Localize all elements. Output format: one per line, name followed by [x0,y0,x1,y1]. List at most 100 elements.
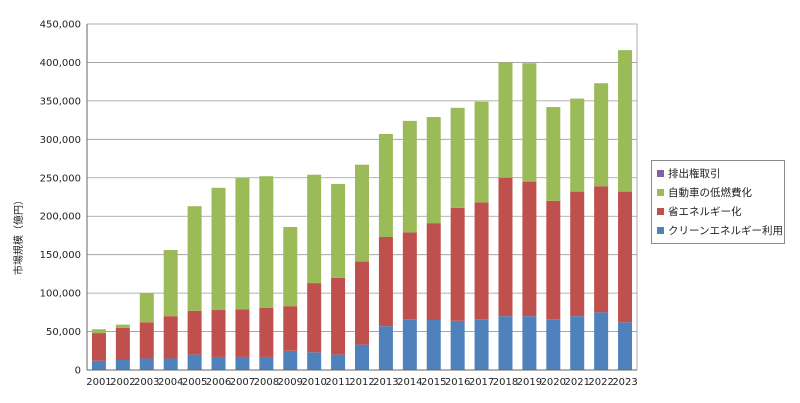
bar-segment-2 [570,98,585,192]
bar-segment-2 [307,174,322,284]
legend-label: 自動車の低燃費化 [668,187,752,199]
x-tick-label: 2012 [349,377,374,388]
x-axis-ticks: 2001200220032004200520062007200820092010… [86,377,638,388]
y-tick-label: 250,000 [40,173,81,184]
bar-segment-2 [498,62,513,178]
bar-segment-1 [450,207,465,321]
bar-segment-0 [211,356,226,370]
bar-segment-0 [331,354,346,370]
bar-segment-2 [163,250,178,317]
bar-segment-1 [618,191,633,323]
bar-segment-0 [163,358,178,370]
bar-segment-2 [283,226,298,307]
x-tick-label: 2009 [278,377,303,388]
bar-segment-1 [235,309,250,357]
y-tick-label: 0 [75,366,81,377]
bar-segment-0 [235,356,250,370]
legend-item-clean-energy: クリーンエネルギー利用 [657,221,783,240]
bar-segment-1 [139,322,154,359]
bar-segment-1 [163,316,178,359]
y-tick-label: 50,000 [46,327,81,338]
bar-segment-1 [402,232,417,320]
bar-segment-1 [378,236,393,327]
bar-segment-0 [474,319,489,370]
legend-label: 省エネルギー化 [668,206,742,218]
x-tick-label: 2002 [110,377,135,388]
x-tick-label: 2003 [134,377,159,388]
bar-segment-2 [91,329,106,334]
bar-segment-1 [307,283,322,353]
bar-segment-0 [91,360,106,370]
legend-swatch [657,227,664,234]
x-tick-label: 2006 [206,377,231,388]
bar-segment-2 [331,183,346,278]
bar-segment-0 [187,354,202,370]
bar-segment-1 [283,306,298,351]
y-tick-label: 450,000 [40,20,81,31]
bar-segment-2 [139,293,154,323]
bar-segment-1 [187,310,202,355]
bar-segment-0 [402,319,417,370]
bar-segment-1 [474,202,489,320]
x-tick-label: 2004 [158,377,183,388]
bar-segment-2 [426,117,441,224]
y-axis-ticks: 0 50,000 100,000 150,000 200,000 250,000 300,0… [40,20,81,377]
x-tick-label: 2020 [541,377,566,388]
x-tick-label: 2023 [612,377,637,388]
bar-segment-2 [546,107,561,201]
y-tick-label: 350,000 [40,96,81,107]
bar-segment-2 [235,177,250,310]
bar-segment-2 [450,107,465,208]
y-tick-label: 150,000 [40,250,81,261]
x-tick-label: 2019 [517,377,542,388]
y-tick-label: 400,000 [40,58,81,69]
bar-segment-2 [474,101,489,203]
bar-segment-2 [211,187,226,311]
bar-segment-1 [355,261,369,345]
x-tick-label: 2013 [373,377,398,388]
bar-segment-0 [618,322,633,370]
x-tick-label: 2005 [182,377,207,388]
bar-segment-1 [426,223,441,321]
bar-segment-2 [618,50,633,192]
bar-segment-2 [187,206,202,311]
bar-segment-0 [283,350,298,370]
bar-segment-2 [594,83,609,187]
bar-segment-0 [307,352,322,370]
x-tick-label: 2011 [325,377,350,388]
bar-segment-1 [570,191,585,317]
x-tick-label: 2018 [493,377,518,388]
bar-segment-0 [139,358,154,370]
bar-segment-0 [355,344,369,370]
bar-segment-0 [450,320,465,370]
bar-segment-2 [378,133,393,237]
x-tick-label: 2008 [254,377,279,388]
bar-segment-2 [355,164,369,262]
bar-segment-1 [331,277,346,355]
bar-segment-0 [378,326,393,370]
legend: 排出権取引 自動車の低燃費化 省エネルギー化 クリーンエネルギー利用 [651,160,785,244]
x-tick-label: 2014 [397,377,422,388]
bar-segment-1 [498,177,513,317]
bar-segment-0 [522,316,537,370]
bar-segment-2 [522,63,537,182]
x-tick-label: 2022 [588,377,613,388]
bar-segment-1 [259,307,274,357]
bar-segment-0 [115,360,130,370]
legend-swatch [657,208,664,215]
y-tick-label: 100,000 [40,289,81,300]
legend-label: クリーンエネルギー利用 [668,225,783,237]
x-tick-label: 2001 [86,377,111,388]
legend-item-fuel-efficiency: 自動車の低燃費化 [657,183,779,202]
x-tick-label: 2016 [445,377,470,388]
legend-item-energy-saving: 省エネルギー化 [657,202,779,221]
y-tick-label: 300,000 [40,135,81,146]
bar-segment-2 [115,324,130,328]
x-tick-label: 2021 [564,377,589,388]
bars [91,50,633,370]
bar-segment-0 [546,319,561,370]
bar-segment-0 [498,316,513,370]
y-axis-label: 市場規模（億円） [12,195,25,275]
legend-swatch [657,170,664,177]
